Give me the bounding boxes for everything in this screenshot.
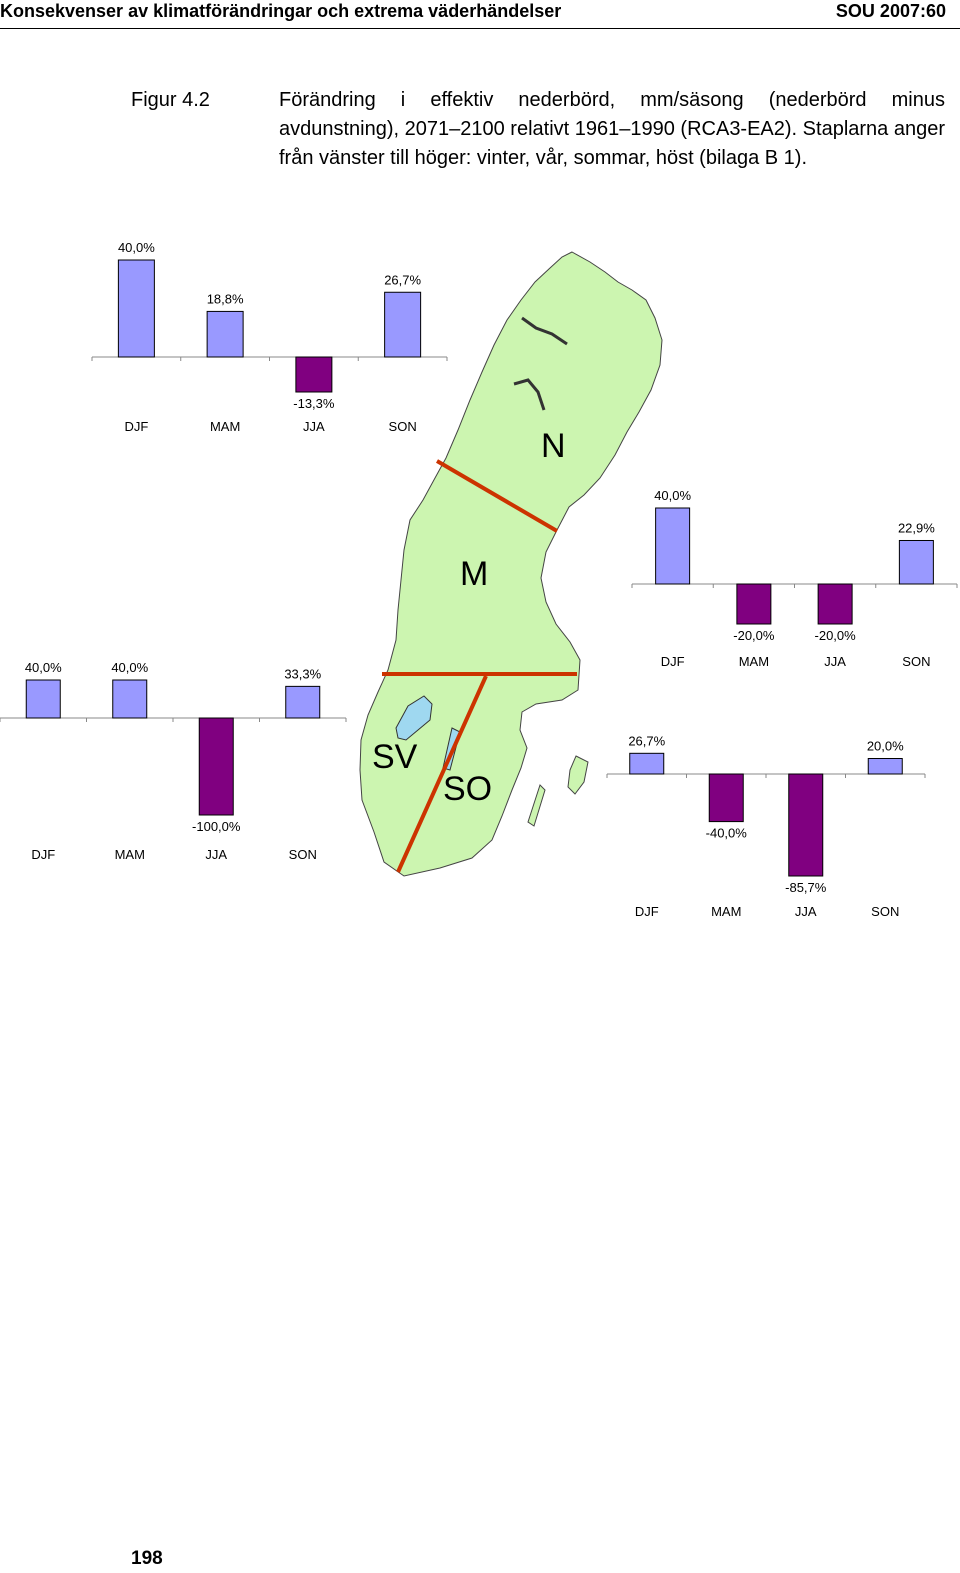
map-land: [359, 251, 663, 877]
bar-son: [285, 685, 321, 719]
region-label-n: N: [541, 427, 566, 465]
data-label: 40,0%: [25, 660, 62, 675]
category-label: DJF: [635, 904, 659, 919]
bar-djf: [117, 259, 155, 358]
region-label-sv: SV: [372, 738, 418, 776]
region-label-so: SO: [443, 770, 492, 808]
bar-mam: [112, 679, 148, 719]
bar-mam: [708, 773, 744, 823]
data-label: 40,0%: [118, 240, 155, 255]
data-label: 40,0%: [111, 660, 148, 675]
data-label: 18,8%: [207, 291, 244, 306]
bar-son: [898, 539, 934, 585]
bar-jja: [198, 717, 234, 816]
category-label: SON: [871, 904, 899, 919]
bar-chart-n: 40,0% DJF 18,8% MAM -13,3% JJA 26,7% SON: [91, 240, 448, 434]
category-label: SON: [902, 654, 930, 669]
bar-son: [384, 291, 422, 358]
data-label: -20,0%: [815, 628, 857, 643]
bar-chart-sv: 40,0% DJF 40,0% MAM -100,0% JJA 33,3% SON: [0, 660, 347, 862]
category-label: SON: [289, 847, 317, 862]
bar-mam: [206, 310, 244, 358]
data-label: -100,0%: [192, 819, 241, 834]
data-label: -85,7%: [785, 880, 827, 895]
data-label: 20,0%: [867, 739, 904, 754]
border-sv-so: [396, 675, 488, 873]
border-n-m: [435, 459, 559, 533]
category-label: DJF: [661, 654, 685, 669]
river-north-1: [521, 316, 568, 346]
category-label: MAM: [711, 904, 741, 919]
category-label: MAM: [115, 847, 145, 862]
data-label: 26,7%: [384, 272, 421, 287]
category-label: MAM: [739, 654, 769, 669]
category-label: DJF: [124, 419, 148, 434]
category-label: JJA: [205, 847, 227, 862]
data-label: 40,0%: [654, 488, 691, 503]
running-header: Konsekvenser av klimatförändringar och e…: [0, 0, 960, 29]
category-label: JJA: [303, 419, 325, 434]
category-label: MAM: [210, 419, 240, 434]
sweden-map: N M SV SO: [359, 251, 663, 877]
data-label: 26,7%: [628, 733, 665, 748]
lake-vanern: [395, 695, 433, 741]
data-label: -20,0%: [733, 628, 775, 643]
bar-djf: [629, 752, 665, 775]
bar-jja: [788, 773, 824, 877]
page-number: 198: [131, 1548, 163, 1569]
figure-label: Figur 4.2: [131, 89, 210, 111]
bar-djf: [655, 507, 691, 585]
figure-caption: Förändring i effektiv nederbörd, mm/säso…: [279, 89, 945, 169]
data-label: -13,3%: [293, 396, 335, 411]
category-label: DJF: [31, 847, 55, 862]
data-label: 33,3%: [284, 666, 321, 681]
header-report-id: SOU 2007:60: [835, 1, 946, 21]
category-label: JJA: [795, 904, 817, 919]
bar-mam: [736, 583, 772, 625]
bar-djf: [25, 679, 61, 719]
map-gotland: [567, 755, 589, 795]
river-north-2: [513, 378, 546, 411]
data-label: -40,0%: [706, 826, 748, 841]
bar-charts: 40,0%DJF18,8%MAM-13,3%JJA26,7%SON40,0%DJ…: [0, 240, 958, 919]
category-label: JJA: [824, 654, 846, 669]
bar-chart-so: 26,7% DJF -40,0% MAM -85,7% JJA 20,0% SON: [606, 733, 926, 919]
region-label-m: M: [460, 555, 488, 593]
map-oland: [527, 784, 546, 827]
bar-son: [867, 758, 903, 775]
bar-chart-m: 40,0% DJF -20,0% MAM -20,0% JJA 22,9% SON: [631, 488, 958, 669]
category-label: SON: [389, 419, 417, 434]
bar-jja: [817, 583, 853, 625]
header-title: Konsekvenser av klimatförändringar och e…: [0, 1, 562, 21]
data-label: 22,9%: [898, 520, 935, 535]
bar-jja: [295, 356, 333, 393]
